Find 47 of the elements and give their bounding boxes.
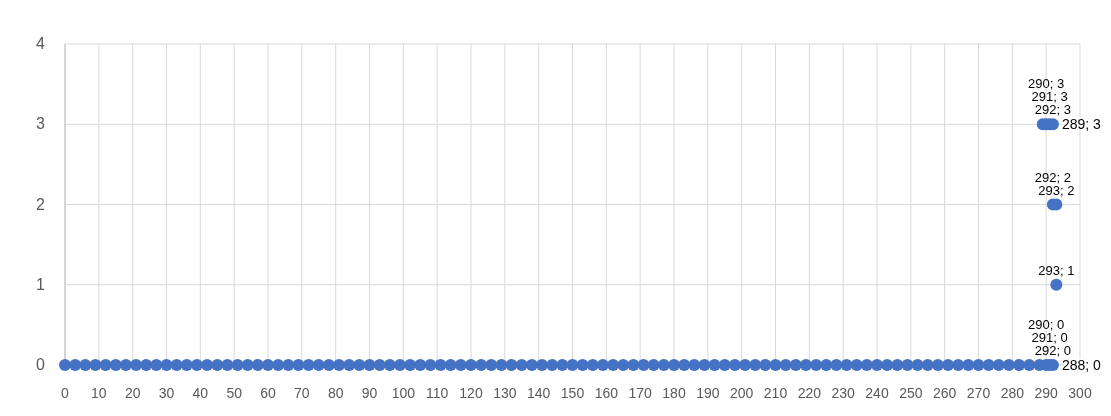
y-tick-label: 2 [36,195,46,213]
y-tick-label: 1 [36,275,46,293]
data-label: 289; 3 [1061,116,1102,133]
x-tick-label: 260 [932,385,957,401]
x-tick-label: 90 [361,385,378,401]
x-tick-label: 70 [294,385,310,401]
x-tick-label: 100 [391,385,416,401]
x-tick-label: 220 [797,385,822,401]
y-tick-label: 3 [36,115,46,133]
data-label: 291; 0 [1031,330,1068,345]
x-tick-label: 270 [966,385,991,401]
data-label: 292; 0 [1034,343,1072,358]
x-tick-label: 20 [124,385,141,401]
x-tick-label: 30 [158,385,175,401]
x-tick-label: 170 [628,385,653,401]
x-tick-label: 0 [61,385,70,401]
x-tick-label: 40 [192,385,209,401]
data-label: 290; 0 [1028,317,1065,332]
data-label: 291; 3 [1031,89,1068,105]
data-label: 292; 2 [1034,169,1072,185]
x-tick-label: 190 [696,385,720,401]
x-tick-label: 230 [831,385,856,401]
x-tick-label: 280 [1000,385,1025,401]
x-tick-label: 160 [594,385,619,401]
x-tick-label: 200 [729,385,754,401]
x-tick-label: 240 [865,385,889,401]
x-tick-label: 180 [662,385,686,401]
x-tick-label: 250 [899,385,923,401]
x-tick-label: 80 [327,385,344,401]
x-tick-label: 290 [1034,385,1059,401]
data-label: 293; 1 [1038,262,1075,278]
x-tick-label: 140 [526,385,551,401]
data-label: 293; 2 [1038,182,1075,198]
y-tick-label: 0 [36,356,46,373]
y-tick-label: 4 [36,35,46,52]
data-label: 288; 0 [1061,357,1102,373]
x-tick-label: 130 [493,385,517,401]
x-tick-label: 120 [459,385,483,401]
x-tick-label: 300 [1068,385,1092,401]
x-tick-label: 50 [226,385,243,401]
data-label: 290; 3 [1028,76,1065,92]
data-label: 292; 3 [1034,102,1072,118]
x-tick-label: 150 [560,385,585,401]
x-tick-label: 10 [91,385,107,401]
x-tick-label: 60 [260,385,276,401]
x-tick-label: 210 [763,385,788,401]
x-tick-label: 110 [426,385,449,401]
